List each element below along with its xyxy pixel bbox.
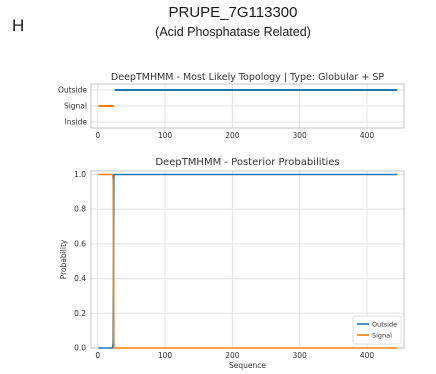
topology-category-label: Inside [65, 118, 88, 127]
posterior-x-tick-label: 300 [293, 351, 308, 360]
topology-category-label: Signal [64, 102, 87, 111]
posterior-series-signal [98, 173, 398, 349]
posterior-x-axis-label: Sequence [229, 361, 266, 370]
posterior-x-tick-label: 0 [95, 351, 100, 360]
posterior-x-tick-label: 200 [225, 351, 240, 360]
posterior-y-axis-label: Probability [59, 239, 68, 279]
topology-x-tick-label: 300 [293, 131, 308, 140]
legend-label-outside: Outside [372, 321, 397, 329]
posterior-y-tick-label: 0.6 [74, 239, 86, 248]
legend-label-signal: Signal [372, 332, 392, 340]
topology-title: DeepTMHMM - Most Likely Topology | Type:… [111, 72, 384, 83]
posterior-title: DeepTMHMM - Posterior Probabilities [155, 157, 339, 168]
posterior-y-tick-label: 0.4 [74, 274, 86, 283]
posterior-x-tick-label: 100 [158, 351, 173, 360]
posterior-y-tick-label: 0.2 [74, 309, 86, 318]
topology-x-tick-label: 0 [95, 131, 100, 140]
posterior-y-tick-label: 0.0 [74, 344, 86, 353]
posterior-legend [352, 315, 402, 345]
gene-subtitle: (Acid Phosphatase Related) [155, 25, 311, 39]
topology-x-tick-label: 200 [225, 131, 240, 140]
topology-plot-frame [90, 83, 405, 129]
posterior-series-outside [98, 173, 398, 349]
posterior-y-tick-label: 1.0 [74, 170, 86, 179]
posterior-y-tick-label: 0.8 [74, 205, 86, 214]
gene-title: PRUPE_7G113300 [168, 4, 298, 21]
topology-x-tick-label: 400 [360, 131, 375, 140]
topology-category-label: Outside [58, 86, 87, 95]
posterior-x-tick-label: 400 [360, 351, 375, 360]
topology-x-tick-label: 100 [158, 131, 173, 140]
panel-letter: H [12, 16, 25, 35]
